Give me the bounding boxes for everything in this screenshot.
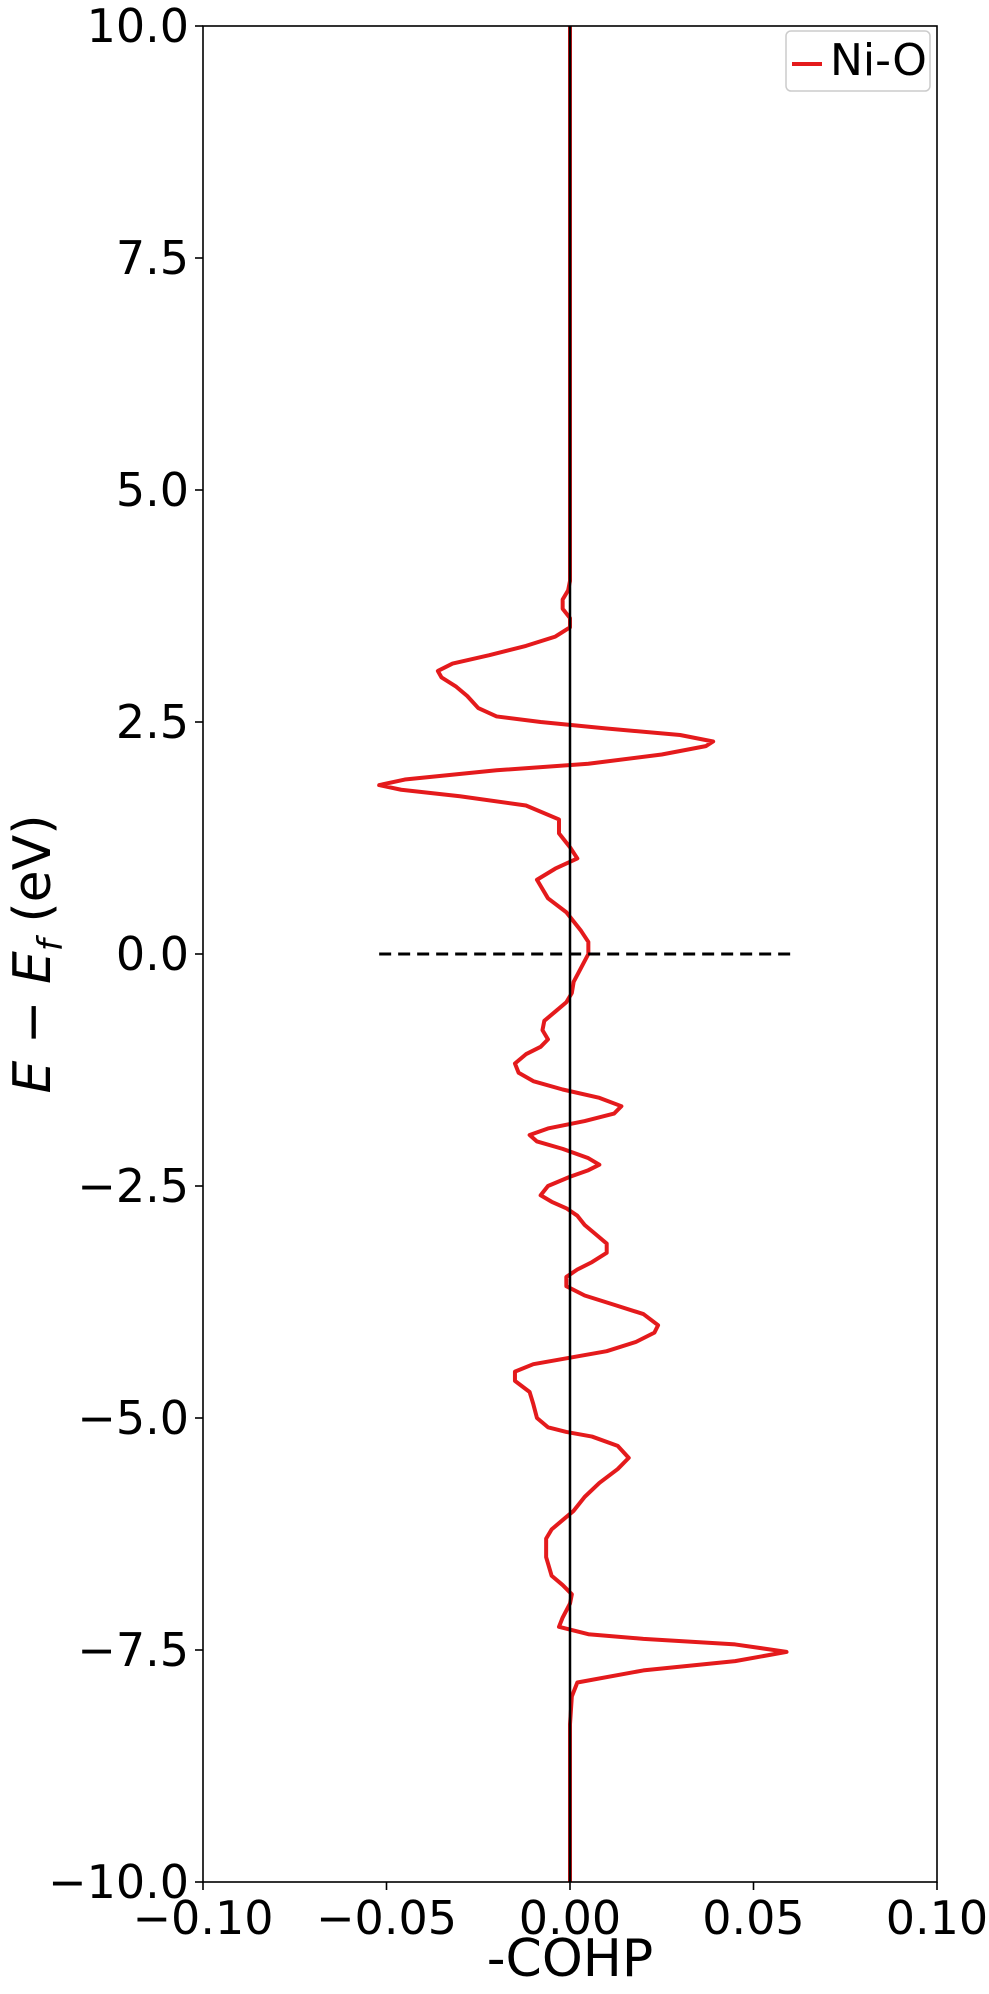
series-line-ni-o bbox=[377, 26, 789, 1882]
y-tick-label: −5.0 bbox=[77, 1391, 189, 1445]
y-tick-label: −10.0 bbox=[48, 1855, 189, 1909]
y-tick-label: 0.0 bbox=[116, 927, 189, 981]
y-tick-label: 10.0 bbox=[87, 0, 189, 53]
y-axis-label-main: E − E bbox=[3, 951, 63, 1093]
legend-label-ni-o: Ni-O bbox=[830, 35, 927, 86]
y-axis-label-unit: (eV) bbox=[3, 815, 63, 940]
x-tick-label: −0.05 bbox=[316, 1891, 457, 1945]
x-axis-label: -COHP bbox=[487, 1929, 653, 1989]
x-tick-label: 0.05 bbox=[702, 1891, 804, 1945]
legend-box bbox=[785, 30, 931, 92]
y-tick-label: −7.5 bbox=[77, 1623, 189, 1677]
y-tick-label: −2.5 bbox=[77, 1159, 189, 1213]
y-axis: −10.0 −7.5 −5.0 −2.5 0.0 2.5 5.0 7.5 10.0 bbox=[48, 0, 203, 1909]
series-layer bbox=[377, 26, 789, 1882]
x-tick-label: −0.10 bbox=[133, 1891, 274, 1945]
x-tick-label: 0.00 bbox=[519, 1891, 621, 1945]
x-tick-label: 0.10 bbox=[886, 1891, 988, 1945]
x-axis: −0.10 −0.05 0.00 0.05 0.10 bbox=[133, 1882, 988, 1945]
y-tick-label: 5.0 bbox=[116, 463, 189, 517]
y-axis-label: E − Ef (eV) bbox=[3, 815, 71, 1094]
y-tick-label: 7.5 bbox=[116, 231, 189, 285]
legend: Ni-O bbox=[785, 30, 931, 92]
y-tick-label: 2.5 bbox=[116, 695, 189, 749]
